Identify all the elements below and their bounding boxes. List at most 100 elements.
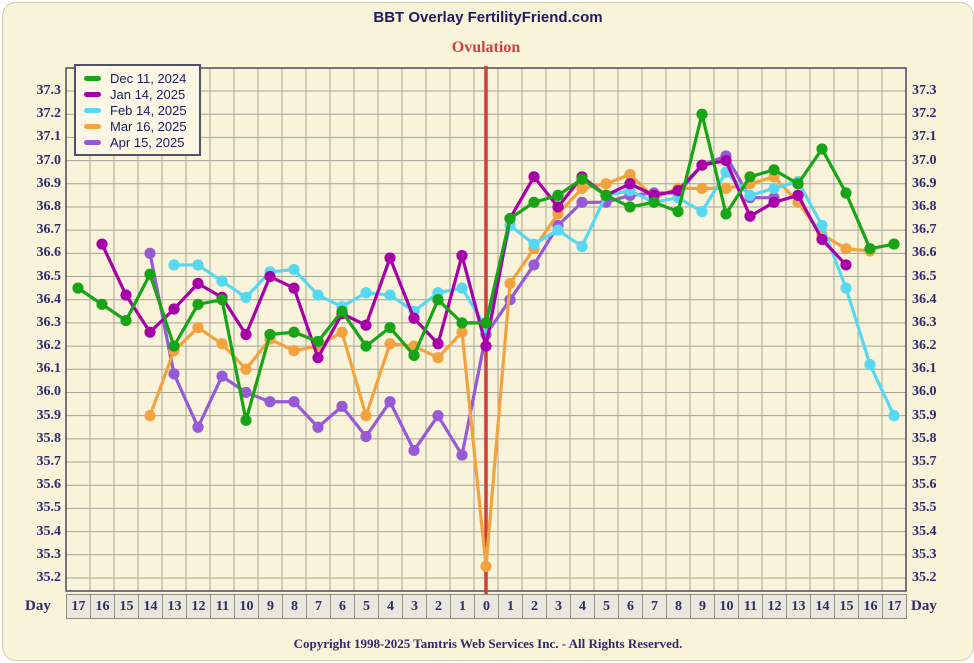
data-point[interactable] [648, 196, 660, 208]
data-point[interactable] [600, 178, 612, 190]
data-point[interactable] [408, 312, 420, 324]
data-point[interactable] [192, 421, 204, 433]
data-point[interactable] [504, 277, 516, 290]
data-point[interactable] [816, 143, 828, 155]
data-point[interactable] [192, 277, 204, 290]
data-point[interactable] [576, 196, 588, 208]
data-point[interactable] [528, 196, 540, 208]
data-point[interactable] [552, 189, 564, 201]
data-point[interactable] [480, 317, 492, 329]
data-point[interactable] [288, 282, 300, 294]
data-point[interactable] [216, 338, 228, 350]
data-point[interactable] [240, 386, 252, 399]
data-point[interactable] [408, 444, 420, 457]
data-point[interactable] [168, 259, 180, 271]
data-point[interactable] [360, 287, 372, 299]
data-point[interactable] [840, 282, 852, 294]
data-point[interactable] [816, 233, 828, 246]
data-point[interactable] [864, 243, 876, 255]
data-point[interactable] [288, 396, 300, 408]
data-point[interactable] [744, 189, 756, 201]
data-point[interactable] [336, 326, 348, 338]
data-point[interactable] [744, 210, 756, 222]
data-point[interactable] [528, 259, 540, 271]
data-point[interactable] [240, 414, 252, 426]
data-point[interactable] [576, 240, 588, 252]
data-point[interactable] [384, 396, 396, 408]
data-point[interactable] [720, 154, 732, 167]
data-point[interactable] [384, 289, 396, 301]
data-point[interactable] [624, 201, 636, 213]
data-point[interactable] [168, 340, 180, 352]
data-point[interactable] [432, 294, 444, 306]
data-point[interactable] [456, 282, 468, 294]
data-point[interactable] [456, 449, 468, 461]
data-point[interactable] [288, 326, 300, 338]
data-point[interactable] [360, 340, 372, 352]
data-point[interactable] [336, 305, 348, 317]
data-point[interactable] [456, 326, 468, 338]
data-point[interactable] [600, 189, 612, 201]
data-point[interactable] [720, 208, 732, 220]
data-point[interactable] [480, 340, 492, 352]
data-point[interactable] [864, 359, 876, 371]
data-point[interactable] [432, 410, 444, 422]
data-point[interactable] [816, 219, 828, 232]
data-point[interactable] [528, 238, 540, 250]
data-point[interactable] [504, 212, 516, 225]
data-point[interactable] [696, 182, 708, 194]
data-point[interactable] [240, 328, 252, 341]
data-point[interactable] [384, 321, 396, 334]
data-point[interactable] [264, 270, 276, 283]
data-point[interactable] [360, 430, 372, 443]
data-point[interactable] [408, 349, 420, 361]
data-point[interactable] [312, 289, 324, 301]
data-point[interactable] [768, 164, 780, 176]
data-point[interactable] [264, 396, 276, 408]
data-point[interactable] [120, 314, 132, 327]
data-point[interactable] [192, 298, 204, 310]
data-point[interactable] [96, 298, 108, 310]
data-point[interactable] [456, 250, 468, 262]
data-point[interactable] [192, 321, 204, 334]
data-point[interactable] [768, 182, 780, 194]
data-point[interactable] [528, 171, 540, 183]
data-point[interactable] [792, 189, 804, 201]
data-point[interactable] [168, 303, 180, 315]
data-point[interactable] [480, 560, 492, 572]
data-point[interactable] [336, 400, 348, 412]
data-point[interactable] [360, 319, 372, 331]
data-point[interactable] [192, 259, 204, 271]
data-point[interactable] [432, 338, 444, 350]
data-point[interactable] [840, 187, 852, 199]
legend-item[interactable]: Apr 15, 2025 [84, 134, 187, 150]
data-point[interactable] [888, 410, 900, 422]
data-point[interactable] [312, 352, 324, 364]
data-point[interactable] [624, 178, 636, 190]
data-point[interactable] [576, 182, 588, 194]
data-point[interactable] [720, 182, 732, 194]
legend-item[interactable]: Dec 11, 2024 [84, 70, 187, 86]
data-point[interactable] [840, 259, 852, 271]
data-point[interactable] [672, 185, 684, 197]
data-point[interactable] [552, 201, 564, 213]
data-point[interactable] [432, 352, 444, 364]
data-point[interactable] [288, 263, 300, 276]
legend-item[interactable]: Jan 14, 2025 [84, 86, 187, 102]
data-point[interactable] [792, 178, 804, 190]
legend-item[interactable]: Mar 16, 2025 [84, 118, 187, 134]
data-point[interactable] [216, 275, 228, 287]
data-point[interactable] [264, 328, 276, 341]
data-point[interactable] [144, 410, 156, 422]
data-point[interactable] [96, 238, 108, 250]
data-point[interactable] [384, 252, 396, 264]
data-point[interactable] [240, 291, 252, 303]
data-point[interactable] [696, 159, 708, 171]
data-point[interactable] [624, 168, 636, 181]
data-point[interactable] [288, 345, 300, 357]
legend-item[interactable]: Feb 14, 2025 [84, 102, 187, 118]
data-point[interactable] [120, 289, 132, 301]
data-point[interactable] [768, 196, 780, 208]
data-point[interactable] [552, 224, 564, 236]
data-point[interactable] [360, 410, 372, 422]
